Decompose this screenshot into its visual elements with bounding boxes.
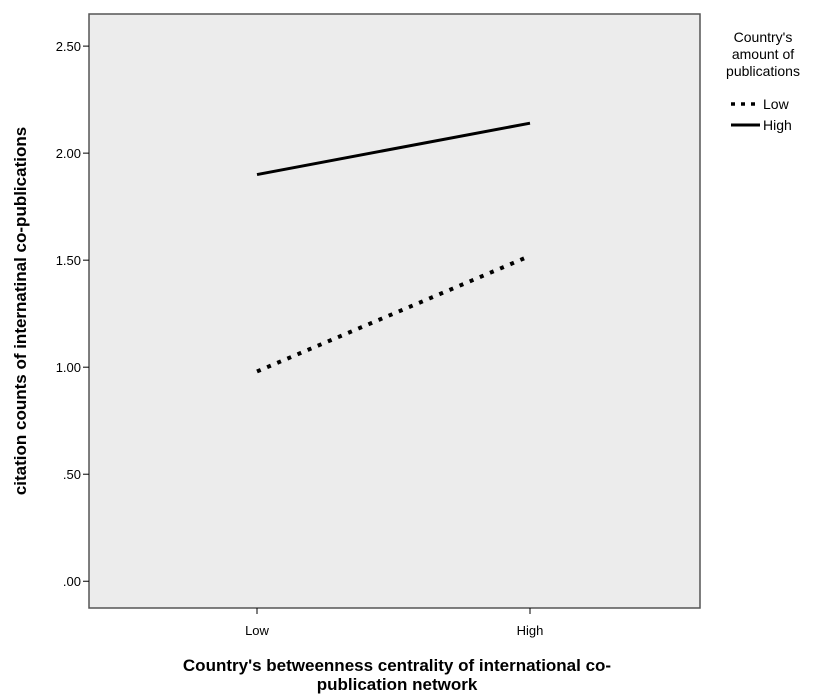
series-layer (256, 121, 531, 374)
y-tick-label: 2.50 (56, 39, 81, 54)
y-tick-label: .50 (63, 467, 81, 482)
legend: Country's amount of publications Low Hig… (726, 29, 800, 133)
x-tick-label: High (517, 623, 544, 638)
y-tick-label: 1.50 (56, 253, 81, 268)
legend-title-line-3: publications (726, 63, 800, 79)
y-axis: .00 .50 1.00 1.50 2.00 2.50 (56, 39, 89, 589)
x-axis: Low High (245, 608, 543, 638)
y-tick-label: .00 (63, 574, 81, 589)
x-tick-label: Low (245, 623, 269, 638)
legend-label-low: Low (763, 96, 790, 112)
legend-label-high: High (763, 117, 792, 133)
y-tick-label: 1.00 (56, 360, 81, 375)
y-axis-title: citation counts of internatinal co-publi… (11, 127, 30, 495)
series-line-high (256, 121, 531, 177)
x-axis-title-line-2: publication network (317, 675, 478, 694)
plot-area (88, 13, 701, 609)
y-tick-label: 2.00 (56, 146, 81, 161)
legend-title-line-1: Country's (734, 29, 793, 45)
x-axis-title-line-1: Country's betweenness centrality of inte… (183, 656, 611, 675)
legend-title-line-2: amount of (732, 46, 794, 62)
